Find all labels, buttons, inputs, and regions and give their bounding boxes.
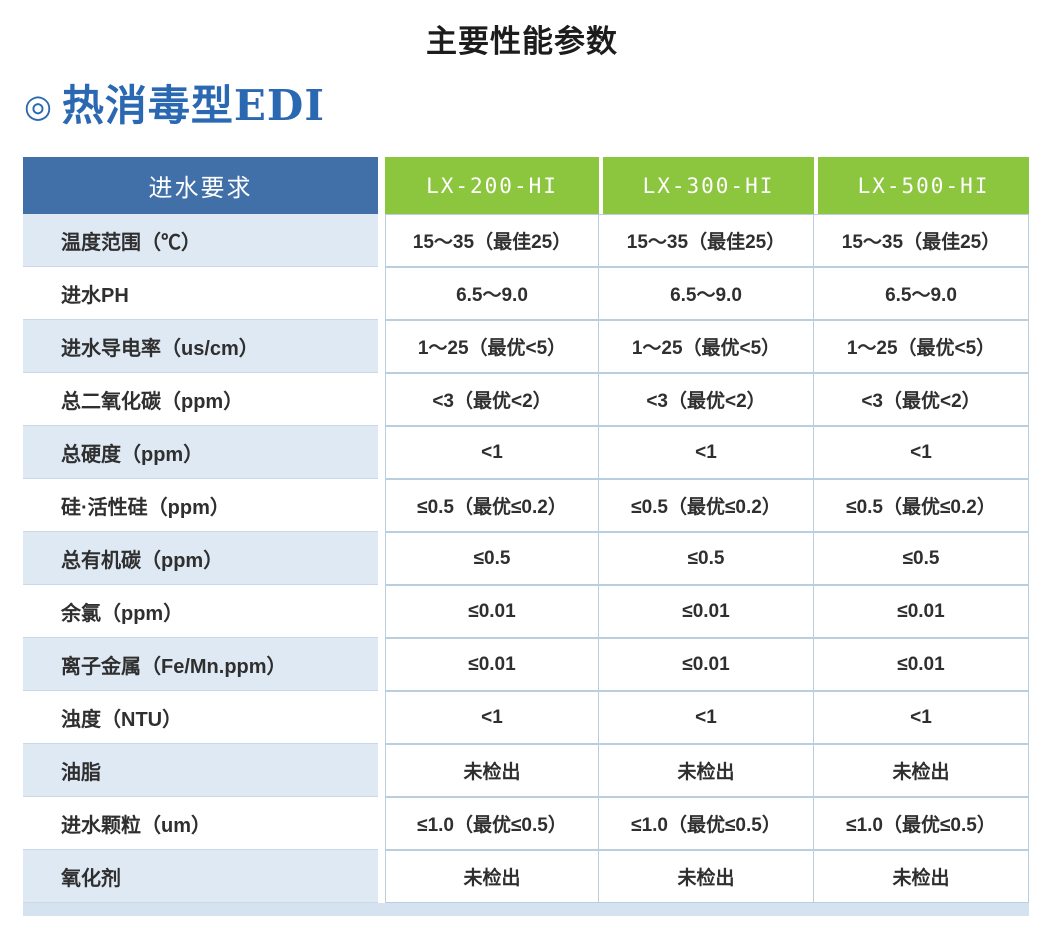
header-cell-inlet-requirements: 进水要求 xyxy=(23,157,378,214)
row-value-lx200: ≤0.5（最优≤0.2） xyxy=(385,479,599,532)
header-cell-model-lx300: LX-300-HI xyxy=(599,157,814,214)
row-value-lx200: ≤0.01 xyxy=(385,585,599,638)
row-value-lx300: ≤0.01 xyxy=(599,585,814,638)
row-column-gap xyxy=(378,479,385,532)
row-value-lx300: 1～25（最优<5） xyxy=(599,320,814,373)
row-value-lx300: <1 xyxy=(599,426,814,479)
row-label: 进水颗粒（um） xyxy=(23,797,378,850)
row-value-lx500: 未检出 xyxy=(814,744,1029,797)
table-row: 温度范围（℃） 15～35（最佳25） 15～35（最佳25） 15～35（最佳… xyxy=(23,214,1029,267)
row-label: 氧化剂 xyxy=(23,850,378,903)
row-label: 总二氧化碳（ppm） xyxy=(23,373,378,426)
section-heading: ◎ 热消毒型EDI xyxy=(24,85,1044,127)
table-row: 油脂 未检出 未检出 未检出 xyxy=(23,744,1029,797)
row-column-gap xyxy=(378,426,385,479)
row-column-gap xyxy=(378,797,385,850)
table-row: 进水颗粒（um） ≤1.0（最优≤0.5） ≤1.0（最优≤0.5） ≤1.0（… xyxy=(23,797,1029,850)
row-label: 浊度（NTU） xyxy=(23,691,378,744)
row-value-lx500: ≤0.01 xyxy=(814,638,1029,691)
row-value-lx200: ≤0.01 xyxy=(385,638,599,691)
row-column-gap xyxy=(378,532,385,585)
table-row: 进水PH 6.5～9.0 6.5～9.0 6.5～9.0 xyxy=(23,267,1029,320)
row-value-lx500: ≤0.01 xyxy=(814,585,1029,638)
row-value-lx300: 未检出 xyxy=(599,850,814,903)
table-row: 余氯（ppm） ≤0.01 ≤0.01 ≤0.01 xyxy=(23,585,1029,638)
row-column-gap xyxy=(378,267,385,320)
row-column-gap xyxy=(378,638,385,691)
table-row: 浊度（NTU） <1 <1 <1 xyxy=(23,691,1029,744)
row-column-gap xyxy=(378,585,385,638)
row-value-lx500: 未检出 xyxy=(814,850,1029,903)
row-column-gap xyxy=(378,691,385,744)
table-row: 总有机碳（ppm） ≤0.5 ≤0.5 ≤0.5 xyxy=(23,532,1029,585)
row-label: 总硬度（ppm） xyxy=(23,426,378,479)
double-circle-icon: ◎ xyxy=(24,87,52,125)
row-value-lx500: 1～25（最优<5） xyxy=(814,320,1029,373)
row-column-gap xyxy=(378,373,385,426)
row-value-lx300: ≤1.0（最优≤0.5） xyxy=(599,797,814,850)
row-value-lx300: ≤0.01 xyxy=(599,638,814,691)
row-column-gap xyxy=(378,214,385,267)
row-column-gap xyxy=(378,320,385,373)
table-body: 温度范围（℃） 15～35（最佳25） 15～35（最佳25） 15～35（最佳… xyxy=(23,214,1029,903)
performance-table: 进水要求 LX-200-HI LX-300-HI LX-500-HI 温度范围（… xyxy=(23,157,1029,916)
table-row: 氧化剂 未检出 未检出 未检出 xyxy=(23,850,1029,903)
row-value-lx500: ≤1.0（最优≤0.5） xyxy=(814,797,1029,850)
row-label: 离子金属（Fe/Mn.ppm） xyxy=(23,638,378,691)
table-row: 进水导电率（us/cm） 1～25（最优<5） 1～25（最优<5） 1～25（… xyxy=(23,320,1029,373)
header-cell-model-lx500: LX-500-HI xyxy=(814,157,1029,214)
row-value-lx200: <1 xyxy=(385,691,599,744)
row-label: 硅·活性硅（ppm） xyxy=(23,479,378,532)
row-value-lx200: ≤1.0（最优≤0.5） xyxy=(385,797,599,850)
row-value-lx500: 6.5～9.0 xyxy=(814,267,1029,320)
row-value-lx200: ≤0.5 xyxy=(385,532,599,585)
row-label: 油脂 xyxy=(23,744,378,797)
row-value-lx300: ≤0.5（最优≤0.2） xyxy=(599,479,814,532)
table-row: 硅·活性硅（ppm） ≤0.5（最优≤0.2） ≤0.5（最优≤0.2） ≤0.… xyxy=(23,479,1029,532)
row-label: 总有机碳（ppm） xyxy=(23,532,378,585)
row-value-lx500: 15～35（最佳25） xyxy=(814,214,1029,267)
row-value-lx200: <3（最优<2） xyxy=(385,373,599,426)
row-value-lx200: 未检出 xyxy=(385,850,599,903)
header-column-gap xyxy=(378,157,385,214)
page-title: 主要性能参数 xyxy=(426,24,618,59)
table-row: 总二氧化碳（ppm） <3（最优<2） <3（最优<2） <3（最优<2） xyxy=(23,373,1029,426)
row-value-lx500: ≤0.5（最优≤0.2） xyxy=(814,479,1029,532)
row-value-lx300: 6.5～9.0 xyxy=(599,267,814,320)
header-cell-model-lx200: LX-200-HI xyxy=(385,157,599,214)
row-label: 温度范围（℃） xyxy=(23,214,378,267)
row-value-lx500: <1 xyxy=(814,691,1029,744)
row-value-lx200: 6.5～9.0 xyxy=(385,267,599,320)
table-header-row: 进水要求 LX-200-HI LX-300-HI LX-500-HI xyxy=(23,157,1029,214)
table-row: 总硬度（ppm） <1 <1 <1 xyxy=(23,426,1029,479)
row-value-lx300: ≤0.5 xyxy=(599,532,814,585)
table-row: 离子金属（Fe/Mn.ppm） ≤0.01 ≤0.01 ≤0.01 xyxy=(23,638,1029,691)
section-heading-text: 热消毒型EDI xyxy=(61,81,326,130)
row-value-lx300: 未检出 xyxy=(599,744,814,797)
row-label: 进水导电率（us/cm） xyxy=(23,320,378,373)
row-value-lx200: 15～35（最佳25） xyxy=(385,214,599,267)
row-value-lx200: 未检出 xyxy=(385,744,599,797)
row-value-lx200: 1～25（最优<5） xyxy=(385,320,599,373)
row-value-lx300: <3（最优<2） xyxy=(599,373,814,426)
row-value-lx300: <1 xyxy=(599,691,814,744)
row-value-lx500: <3（最优<2） xyxy=(814,373,1029,426)
table-footer-strip xyxy=(23,903,1029,916)
row-column-gap xyxy=(378,850,385,903)
row-label: 余氯（ppm） xyxy=(23,585,378,638)
row-value-lx500: <1 xyxy=(814,426,1029,479)
row-label: 进水PH xyxy=(23,267,378,320)
row-column-gap xyxy=(378,744,385,797)
row-value-lx200: <1 xyxy=(385,426,599,479)
row-value-lx300: 15～35（最佳25） xyxy=(599,214,814,267)
row-value-lx500: ≤0.5 xyxy=(814,532,1029,585)
